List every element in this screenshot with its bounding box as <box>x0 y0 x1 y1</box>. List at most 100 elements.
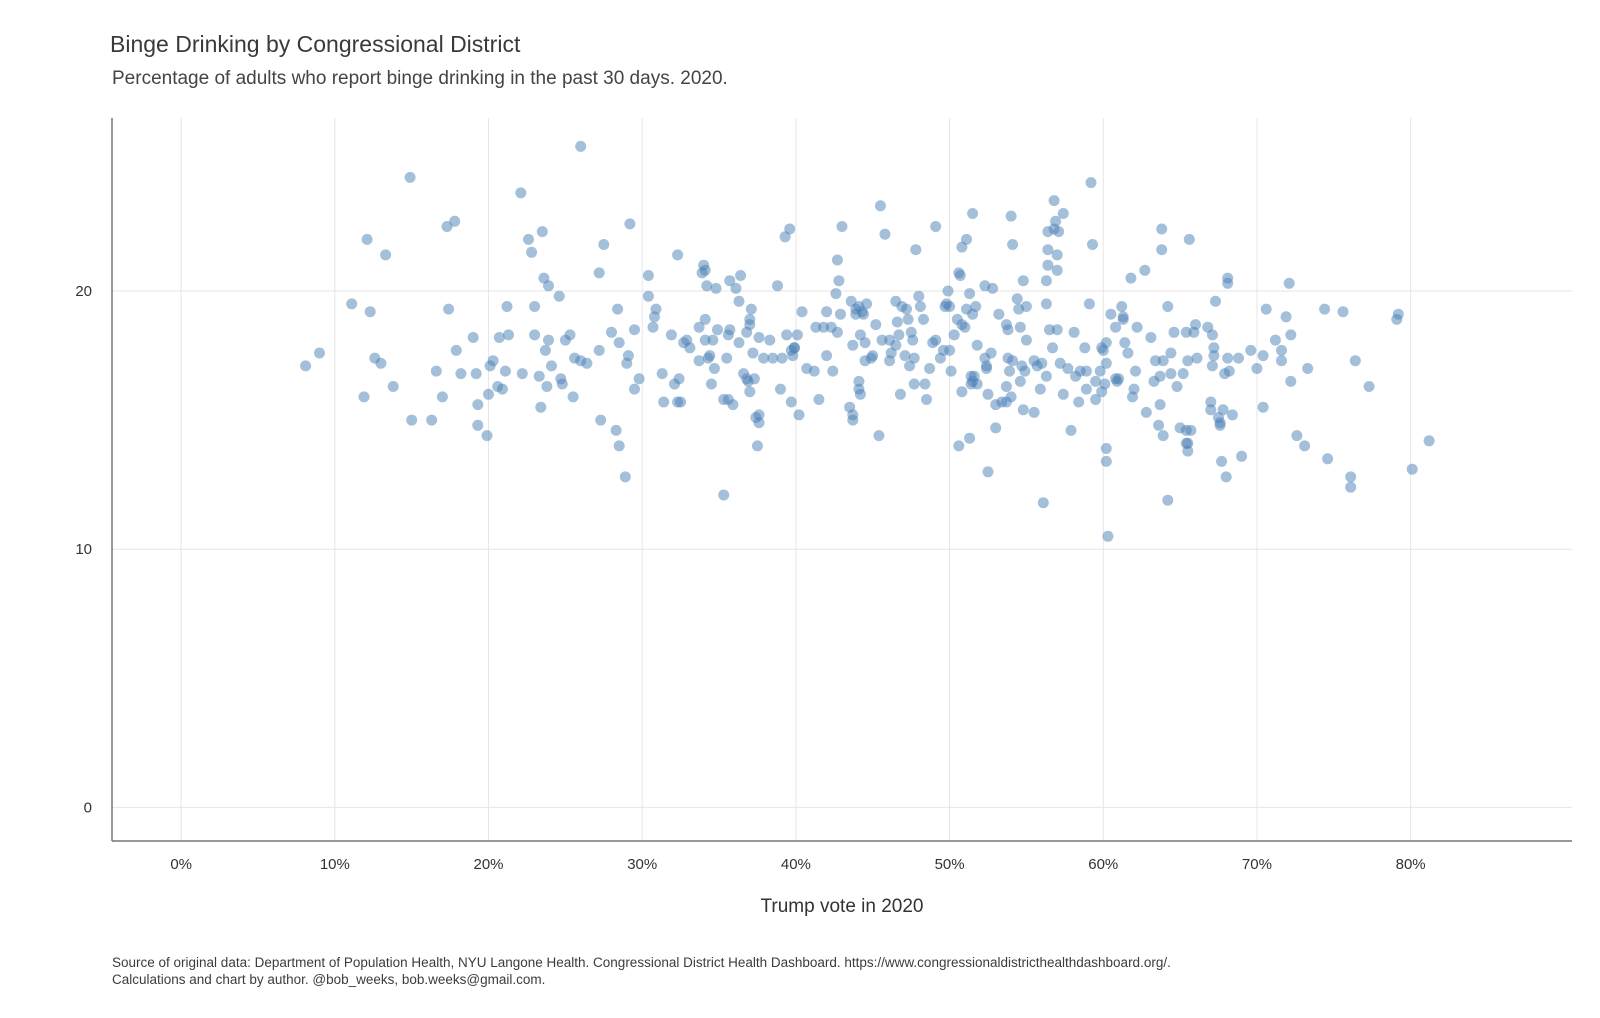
data-point <box>1299 440 1311 452</box>
data-point <box>948 329 960 341</box>
data-point <box>658 396 670 408</box>
data-point <box>1392 308 1404 320</box>
data-point <box>724 324 736 336</box>
x-tick-labels: 0% 10% 20% 30% 40% 50% 60% 70% 80% <box>170 856 1425 873</box>
data-point <box>847 409 859 421</box>
data-point <box>1020 301 1032 312</box>
data-point <box>567 391 579 403</box>
data-point <box>1185 424 1197 436</box>
data-point <box>813 394 825 405</box>
data-point <box>1000 381 1012 392</box>
data-point <box>847 339 859 351</box>
data-point <box>364 306 376 318</box>
data-point <box>785 396 797 408</box>
data-point <box>1285 329 1297 341</box>
data-point <box>1183 233 1195 245</box>
data-point <box>699 313 711 325</box>
data-point <box>501 301 513 312</box>
data-point <box>1053 226 1065 238</box>
data-point <box>1042 259 1054 271</box>
data-point <box>1005 210 1017 222</box>
data-point <box>1280 311 1292 323</box>
data-point <box>891 316 903 328</box>
data-point <box>1002 324 1014 336</box>
data-point <box>747 347 759 359</box>
data-point <box>314 347 325 359</box>
data-point <box>581 357 593 369</box>
data-point <box>684 342 696 354</box>
data-point <box>827 365 839 377</box>
data-point <box>1319 303 1331 315</box>
data-point <box>907 334 919 346</box>
data-point <box>944 344 956 356</box>
data-point <box>744 386 756 398</box>
data-point <box>758 352 770 364</box>
data-point <box>919 378 931 390</box>
data-point <box>1208 342 1220 354</box>
data-point <box>1165 347 1177 359</box>
data-point <box>1337 306 1349 318</box>
data-point <box>987 282 999 294</box>
data-point <box>1345 471 1357 483</box>
data-point <box>436 391 448 403</box>
data-point <box>791 329 803 341</box>
data-point <box>1040 298 1052 310</box>
data-point <box>1223 365 1235 377</box>
data-point <box>443 303 455 315</box>
data-point <box>1153 419 1165 431</box>
data-point <box>1062 363 1074 374</box>
data-point <box>1034 383 1046 395</box>
data-point <box>1094 365 1106 377</box>
data-point <box>970 301 982 312</box>
data-point <box>858 308 869 320</box>
data-point <box>642 270 654 281</box>
data-point <box>930 334 942 346</box>
x-tick-label: 40% <box>781 856 811 873</box>
data-point <box>833 275 845 287</box>
data-point <box>772 280 783 292</box>
chart-footer: Source of original data: Department of P… <box>112 954 1171 988</box>
data-point <box>704 350 716 362</box>
data-point <box>1156 223 1168 235</box>
data-point <box>924 363 936 374</box>
data-point <box>543 280 554 292</box>
data-point <box>1206 360 1218 372</box>
data-point <box>1210 295 1221 307</box>
data-point <box>1285 375 1297 387</box>
data-point <box>1080 383 1092 395</box>
data-point <box>1139 264 1151 276</box>
data-point <box>964 432 976 444</box>
data-point <box>788 342 800 354</box>
data-point <box>1406 463 1418 475</box>
data-point <box>1047 342 1058 354</box>
data-point <box>808 365 820 377</box>
data-point <box>546 360 557 372</box>
data-point <box>1017 404 1029 416</box>
data-point <box>964 288 976 300</box>
data-point <box>533 370 545 382</box>
data-point <box>767 352 779 364</box>
data-point <box>1216 455 1228 467</box>
data-point <box>593 344 605 356</box>
data-point <box>536 226 548 238</box>
data-point <box>633 373 645 385</box>
data-point <box>1217 404 1229 416</box>
data-point <box>1208 350 1220 362</box>
data-point <box>1423 435 1435 447</box>
data-point <box>1322 453 1334 465</box>
data-point <box>595 414 607 426</box>
data-point <box>859 337 871 349</box>
data-point <box>708 363 720 374</box>
data-point <box>1042 244 1054 256</box>
data-point <box>953 440 965 452</box>
data-point <box>1180 326 1192 338</box>
data-point <box>1011 293 1023 305</box>
data-point <box>1051 249 1063 261</box>
data-point <box>959 321 971 333</box>
data-point <box>894 388 906 400</box>
y-tick-labels: 0 10 20 <box>75 283 92 816</box>
data-point <box>1051 264 1063 276</box>
data-point <box>764 334 776 346</box>
data-point <box>1205 404 1217 416</box>
data-point <box>613 337 625 349</box>
